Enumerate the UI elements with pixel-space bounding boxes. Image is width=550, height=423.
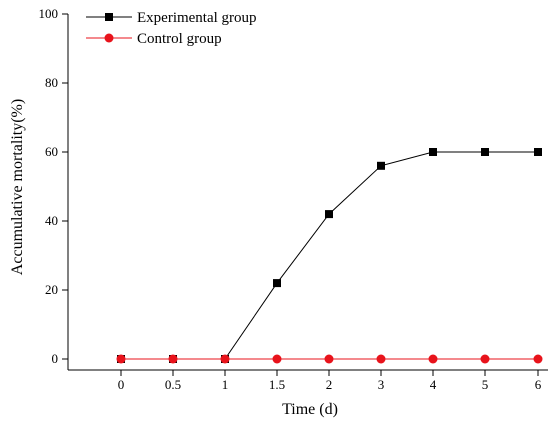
y-tick-label: 60 [45,144,58,159]
legend-marker-circle [104,33,114,43]
data-point-experimental [273,279,281,288]
legend-label: Control group [137,31,222,47]
data-point-experimental [429,148,437,156]
data-point-experimental [534,148,542,156]
y-axis-title: Accumulative mortality(%) [9,99,26,275]
data-point-experimental [325,210,333,219]
x-tick-label: 6 [535,377,542,392]
legend-marker-square [105,13,113,21]
x-axis-title: Time (d) [282,401,338,418]
chart-axes: 0 20 40 60 80 100 0 0.5 1 1.5 2 3 4 5 6 [39,6,548,392]
data-point-control [376,354,386,364]
y-tick-label: 100 [39,6,59,21]
data-point-control [324,354,334,364]
chart-series [116,148,543,364]
y-tick-label: 80 [45,75,58,90]
x-tick-label: 1 [222,377,229,392]
data-point-control [168,354,178,364]
data-point-control [533,354,543,364]
data-point-control [428,354,438,364]
x-tick-label: 1.5 [269,377,285,392]
data-point-control [220,354,230,364]
y-tick-label: 40 [45,213,58,228]
x-tick-label: 2 [326,377,333,392]
x-tick-label: 0 [118,377,125,392]
legend-label: Experimental group [137,10,257,26]
chart-legend: Experimental group Control group [86,10,257,47]
series-line-experimental [121,151,538,360]
x-tick-label: 5 [482,377,489,392]
x-tick-label: 0.5 [165,377,181,392]
data-point-control [116,354,126,364]
x-tick-label: 3 [378,377,385,392]
data-point-control [480,354,490,364]
data-point-experimental [377,161,385,170]
y-tick-label: 0 [52,351,59,366]
x-tick-label: 4 [430,377,437,392]
data-point-experimental [481,148,489,156]
y-tick-label: 20 [45,282,58,297]
data-point-control [272,354,282,364]
